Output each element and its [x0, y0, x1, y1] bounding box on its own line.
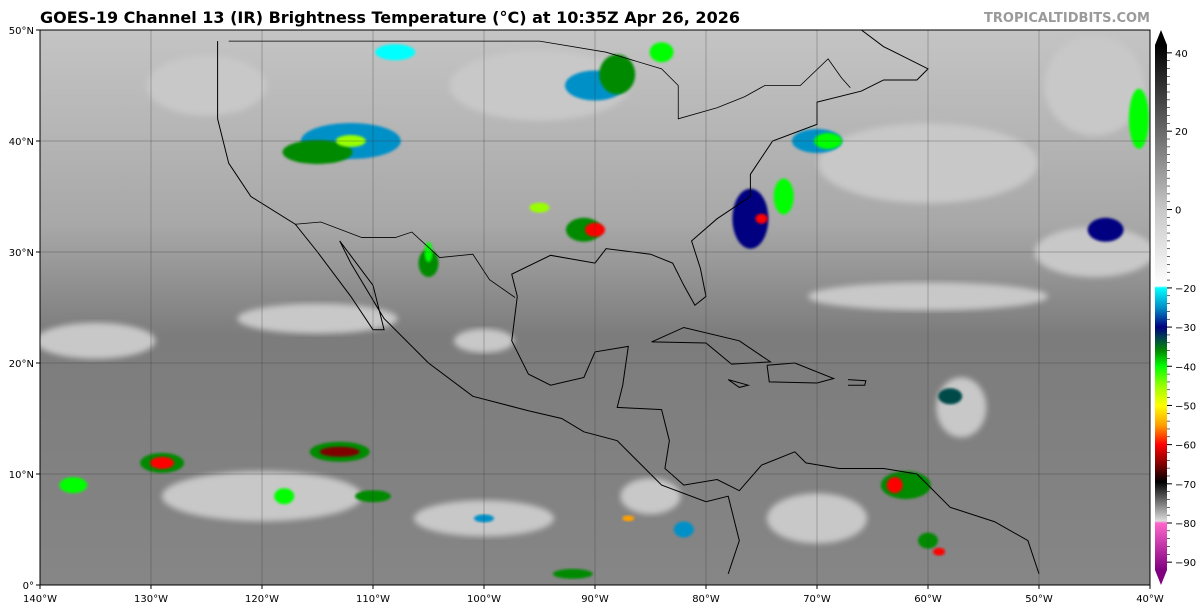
- cloud-patch: [622, 515, 635, 522]
- coastline: [766, 362, 836, 384]
- colorbar-tick-label: −60: [1175, 441, 1196, 452]
- colorbar-tick-label: 40: [1175, 49, 1188, 60]
- cloud-patch: [773, 178, 794, 215]
- lat-tick-label: 20°N: [9, 359, 34, 370]
- lat-tick-label: 10°N: [9, 470, 34, 481]
- cloud-patch: [732, 188, 769, 249]
- coastline: [217, 41, 740, 575]
- lon-tick-label: 50°W: [1025, 594, 1053, 605]
- cloud-patch: [938, 388, 963, 405]
- lat-tick-label: 40°N: [9, 137, 34, 148]
- cloud-patch: [40, 322, 156, 359]
- colorbar-extend-low: [1155, 570, 1167, 585]
- cloud-patch: [620, 478, 681, 515]
- colorbar-tick-label: −40: [1175, 362, 1196, 373]
- lon-tick-label: 110°W: [356, 594, 390, 605]
- colorbar-tick-label: −80: [1175, 519, 1196, 530]
- colorbar-tick-label: −70: [1175, 480, 1196, 491]
- cloud-patch: [529, 202, 550, 213]
- cloud-patch: [1087, 217, 1124, 242]
- lat-tick-label: 30°N: [9, 248, 34, 259]
- lon-tick-label: 90°W: [581, 594, 609, 605]
- gridlines: [40, 30, 1150, 585]
- cloud-patch: [755, 213, 768, 224]
- colorbar-extend-high: [1155, 30, 1167, 45]
- lat-axis: 0° 10°N 20°N 30°N 40°N 50°N: [9, 26, 40, 592]
- lat-tick-label: 50°N: [9, 26, 34, 37]
- colorbar-tick-label: −50: [1175, 401, 1196, 412]
- cloud-patch: [319, 446, 360, 457]
- country-border: [228, 40, 851, 120]
- lat-tick-label: 0°: [23, 581, 34, 592]
- lon-tick-label: 140°W: [23, 594, 57, 605]
- lon-axis: 140°W 130°W 120°W 110°W 100°W 90°W 80°W 70°W 60°…: [23, 585, 1164, 605]
- colorbar-scale: [1155, 45, 1167, 570]
- coastline: [511, 30, 929, 307]
- cloud-patch: [1044, 35, 1145, 136]
- coastline: [848, 379, 867, 386]
- lon-tick-label: 100°W: [467, 594, 501, 605]
- colorbar: 40 20 0 −20 −30 −40 −50 −60 −70 −80 −90: [1155, 30, 1196, 585]
- colorbar-tick-label: −30: [1175, 323, 1196, 334]
- cloud-patch: [673, 521, 694, 538]
- colorbar-tick-label: −90: [1175, 558, 1196, 569]
- coastline: [727, 379, 751, 388]
- cloud-patch: [418, 249, 439, 278]
- lon-tick-label: 70°W: [803, 594, 831, 605]
- cloud-patch: [449, 50, 630, 121]
- lon-tick-label: 120°W: [245, 594, 279, 605]
- cloud-layer: [40, 35, 1150, 579]
- cloud-patch: [375, 44, 416, 61]
- cloud-patch: [599, 54, 636, 95]
- lon-tick-label: 80°W: [692, 594, 720, 605]
- lon-tick-label: 40°W: [1136, 594, 1164, 605]
- map-title: GOES-19 Channel 13 (IR) Brightness Tempe…: [40, 8, 740, 27]
- colorbar-tick-label: 0: [1175, 206, 1181, 217]
- cloud-patch: [150, 456, 175, 469]
- cloud-patch: [282, 140, 353, 165]
- cloud-patch: [274, 488, 295, 505]
- cloud-patch: [1128, 88, 1149, 149]
- cloud-patch: [649, 42, 674, 63]
- cloud-patch: [936, 377, 987, 438]
- colorbar-tick-label: −20: [1175, 284, 1196, 295]
- cloud-patch: [552, 568, 593, 579]
- cloud-patch: [146, 55, 267, 116]
- cloud-patch: [237, 303, 398, 334]
- lon-tick-label: 60°W: [914, 594, 942, 605]
- lon-tick-label: 130°W: [134, 594, 168, 605]
- cloud-patch: [59, 477, 88, 494]
- colorbar-tick-label: 20: [1175, 127, 1188, 138]
- cloud-patch: [933, 547, 946, 556]
- brand-watermark: TROPICALTIDBITS.COM: [984, 11, 1150, 26]
- cloud-patch: [886, 477, 903, 494]
